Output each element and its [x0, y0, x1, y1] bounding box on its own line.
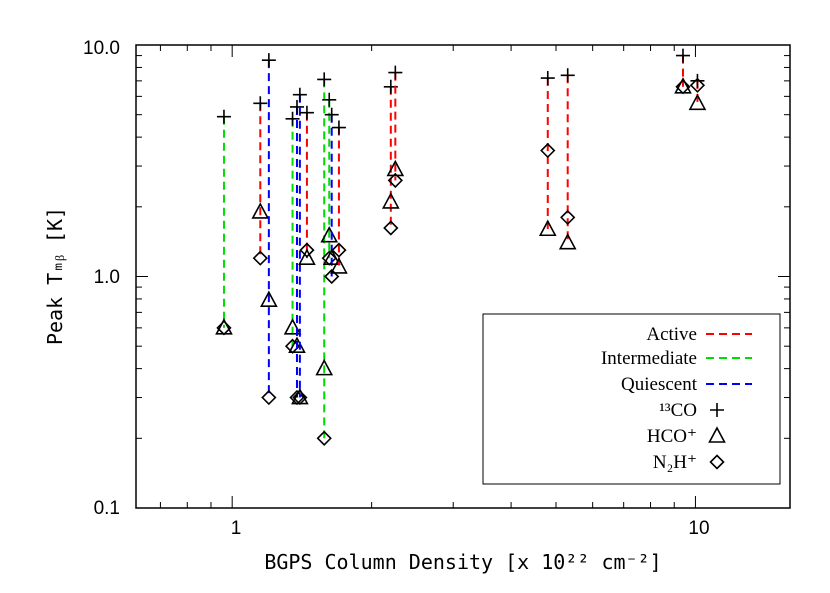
n2hp-point	[292, 389, 308, 406]
hcop-point	[558, 232, 577, 250]
y-tick-label-0.1: 0.1	[94, 498, 120, 519]
x-axis-title: BGPS Column Density [x 10²² cm⁻²]	[264, 550, 661, 574]
co13-point	[322, 92, 337, 107]
y-tick-label-1.0: 1.0	[94, 267, 120, 288]
source-13	[386, 65, 405, 189]
hcop-point	[251, 202, 270, 219]
hcop-point	[315, 358, 334, 376]
source-6	[291, 87, 309, 406]
source-10	[322, 107, 341, 285]
co13-point	[292, 87, 307, 102]
y-axis-title: Peak Tₘᵦ [K]	[43, 207, 67, 345]
legend: Active Intermediate Quiescent ¹³CO HCO⁺ …	[482, 313, 781, 485]
legend-plus-symbol	[710, 403, 724, 417]
n2hp-point	[216, 320, 232, 336]
legend-label-intermediate: Intermediate	[601, 348, 697, 369]
hcop-point	[538, 219, 557, 237]
n2hp-point	[316, 430, 332, 446]
co13-point	[560, 68, 575, 83]
hcop-point	[260, 290, 278, 307]
n2hp-point	[689, 77, 706, 93]
legend-label-active: Active	[646, 324, 697, 345]
legend-box	[482, 313, 781, 485]
n2hp-point	[560, 209, 576, 226]
hcop-point	[283, 318, 302, 335]
co13-point	[261, 53, 276, 68]
hcop-point	[320, 226, 339, 243]
co13-point	[216, 109, 231, 124]
legend-label-13co: ¹³CO	[659, 400, 697, 421]
co13-point	[253, 96, 268, 111]
source-8	[315, 72, 334, 446]
y-tick-label-10.0: 10.0	[83, 38, 120, 59]
data-series	[215, 48, 707, 446]
co13-point	[289, 99, 304, 114]
hcop-point	[381, 192, 400, 209]
co13-point	[675, 48, 690, 63]
co13-point	[317, 72, 332, 87]
n2hp-point	[540, 142, 556, 159]
hcop-point	[386, 159, 405, 177]
n2hp-point	[387, 172, 403, 189]
source-11	[330, 120, 348, 274]
n2hp-point	[331, 242, 347, 258]
source-12	[381, 79, 400, 236]
co13-point	[324, 107, 339, 122]
legend-label-quiescent: Quiescent	[621, 374, 698, 395]
source-2	[251, 96, 270, 266]
n2hp-point	[252, 250, 268, 266]
legend-diamond-symbol	[709, 454, 725, 470]
co13-point	[388, 65, 403, 80]
legend-label-n2hp: N₂H⁺	[653, 452, 697, 473]
x-tick-label-10: 10	[688, 518, 709, 539]
legend-label-hcop: HCO⁺	[647, 426, 697, 447]
co13-point	[540, 71, 555, 86]
n2hp-point	[324, 268, 340, 285]
n2hp-point	[299, 242, 315, 258]
source-16	[674, 48, 692, 95]
source-14	[538, 71, 557, 237]
tick-labels: 1 10 0.1 1.0 10.0	[83, 38, 710, 539]
co13-point	[690, 73, 705, 88]
legend-triangle-symbol	[708, 426, 726, 443]
hcop-point	[298, 248, 316, 265]
source-7	[298, 105, 316, 265]
co13-point	[331, 120, 346, 135]
co13-point	[285, 111, 300, 126]
n2hp-point	[675, 79, 691, 95]
source-9	[320, 92, 339, 266]
hcop-point	[322, 248, 341, 265]
co13-point	[299, 105, 314, 120]
source-3	[260, 53, 278, 406]
x-tick-label-1: 1	[231, 518, 242, 539]
legend-symbols	[706, 333, 752, 470]
source-17	[688, 73, 707, 111]
axis-ticks	[136, 44, 790, 509]
source-1	[215, 109, 233, 336]
n2hp-point	[261, 389, 277, 406]
hcop-point	[330, 257, 348, 274]
source-15	[558, 68, 577, 250]
n2hp-point	[383, 220, 399, 236]
hcop-point	[688, 93, 707, 111]
